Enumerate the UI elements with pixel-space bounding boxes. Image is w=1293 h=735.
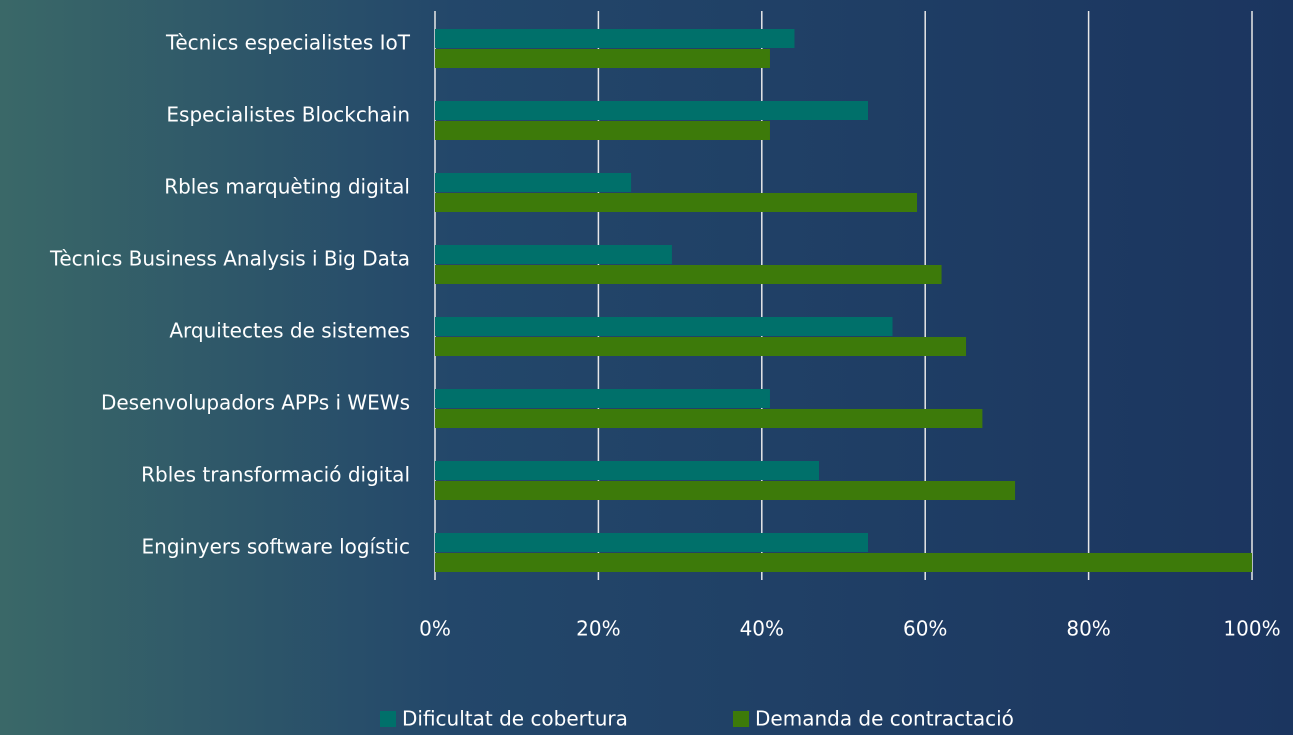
y-tick-label: Tècnics Business Analysis i Big Data <box>49 247 410 271</box>
x-tick-label: 60% <box>903 617 947 641</box>
bar <box>435 49 770 68</box>
bar <box>435 265 942 284</box>
bar <box>435 29 795 48</box>
y-tick-label: Arquitectes de sistemes <box>169 319 410 343</box>
legend-label: Dificultat de cobertura <box>402 707 628 731</box>
bar <box>435 337 967 356</box>
bar <box>435 173 632 192</box>
bar <box>435 409 983 428</box>
y-tick-label: Especialistes Blockchain <box>166 103 410 127</box>
bar <box>435 121 770 140</box>
bar <box>435 533 869 552</box>
bar <box>435 553 1252 572</box>
x-tick-label: 80% <box>1066 617 1110 641</box>
y-tick-label: Desenvolupadors APPs i WEWs <box>101 391 410 415</box>
bar <box>435 389 770 408</box>
bar <box>435 481 1016 500</box>
bar <box>435 193 918 212</box>
y-tick-label: Rbles transformació digital <box>141 463 410 487</box>
y-tick-label: Enginyers software logístic <box>142 535 411 559</box>
bar <box>435 461 819 480</box>
x-tick-label: 0% <box>419 617 451 641</box>
bar <box>435 245 672 264</box>
y-tick-label: Rbles marquèting digital <box>164 175 410 199</box>
legend-swatch <box>380 711 396 727</box>
legend-swatch <box>733 711 749 727</box>
bar <box>435 317 893 336</box>
x-tick-label: 40% <box>740 617 784 641</box>
x-tick-label: 100% <box>1223 617 1280 641</box>
bar <box>435 101 869 120</box>
x-tick-label: 20% <box>576 617 620 641</box>
legend-label: Demanda de contractació <box>755 707 1014 731</box>
y-tick-label: Tècnics especialistes IoT <box>165 31 411 55</box>
